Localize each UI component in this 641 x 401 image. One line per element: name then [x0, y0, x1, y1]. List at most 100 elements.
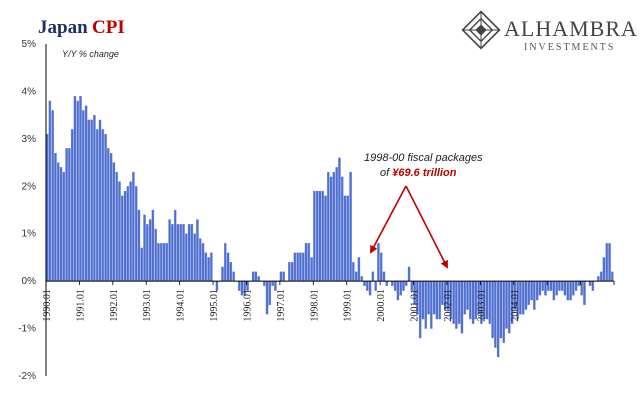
axes — [45, 44, 615, 376]
x-tick-label: 2001.01 — [410, 289, 421, 322]
bar — [182, 224, 185, 282]
bar — [279, 271, 283, 282]
bar — [455, 280, 458, 329]
bar — [296, 252, 299, 282]
bar — [107, 148, 110, 282]
y-tick-label: 1% — [22, 229, 37, 240]
bar — [84, 105, 88, 282]
bar — [290, 262, 294, 282]
bar — [68, 148, 71, 282]
bar — [535, 280, 539, 301]
bar — [198, 238, 202, 282]
bar — [271, 280, 274, 287]
bar — [185, 233, 188, 282]
bar — [407, 266, 411, 282]
bar — [143, 214, 146, 282]
bar — [101, 129, 105, 282]
bar — [396, 280, 400, 301]
bar — [51, 110, 54, 282]
y-tick-label: 2% — [22, 181, 37, 192]
bar — [352, 262, 355, 282]
bar — [457, 280, 461, 324]
bar — [572, 280, 575, 296]
bar — [538, 280, 542, 296]
chart-title: Japan CPI — [38, 17, 125, 38]
bar — [118, 181, 121, 282]
bar — [563, 280, 567, 296]
bar — [533, 280, 536, 310]
bar — [112, 162, 116, 282]
bar — [190, 224, 194, 282]
bar — [221, 266, 224, 282]
bar — [343, 195, 347, 282]
bar — [315, 190, 319, 282]
x-tick-label: 2004.01 — [510, 289, 521, 322]
bar — [544, 280, 547, 296]
bar — [173, 209, 177, 282]
bar — [237, 280, 241, 291]
bar — [129, 181, 132, 282]
bar — [54, 152, 57, 282]
bar — [583, 280, 586, 306]
bar — [405, 280, 408, 287]
bar — [399, 280, 402, 296]
bar — [377, 243, 380, 282]
bar — [82, 110, 85, 282]
bar — [73, 96, 77, 282]
y-axis: -2% -1% 0% 1% 2% 3% 4% 5% — [18, 39, 36, 382]
bar — [137, 209, 141, 282]
bar — [87, 119, 91, 282]
bar — [187, 224, 191, 282]
bar — [327, 171, 330, 282]
bar — [115, 171, 118, 282]
bar — [560, 280, 564, 291]
bar — [70, 129, 74, 282]
bar — [552, 280, 556, 301]
bar — [366, 280, 369, 291]
bar — [435, 280, 439, 320]
bar — [140, 247, 143, 282]
bar — [332, 171, 336, 282]
x-tick-label: 2003.01 — [476, 289, 487, 322]
chart-title-part1: Japan — [38, 17, 88, 38]
annotation-prefix: of — [380, 167, 392, 179]
bar — [360, 276, 363, 282]
annotation-line2: of ¥69.6 trillion — [380, 167, 457, 179]
bar — [597, 276, 600, 282]
logo-sub: INVESTMENTS — [524, 42, 615, 53]
y-tick-label: -2% — [18, 371, 36, 382]
bar — [154, 228, 157, 282]
bar — [471, 280, 475, 324]
x-tick-label: 1999.01 — [343, 289, 354, 322]
bar — [335, 167, 338, 282]
bar — [555, 280, 558, 296]
bar — [79, 96, 82, 282]
bar — [549, 280, 553, 291]
y-tick-label: 3% — [22, 134, 37, 145]
bar — [157, 243, 160, 282]
bar — [226, 252, 230, 282]
bar — [95, 129, 99, 282]
bar — [494, 280, 497, 348]
bar — [168, 219, 171, 282]
y-tick-label: 4% — [22, 86, 37, 97]
diamond-lattice-icon — [461, 10, 501, 50]
bar — [588, 280, 592, 287]
bar — [385, 280, 389, 287]
bar — [293, 252, 297, 282]
bar — [56, 162, 60, 282]
bar — [349, 171, 352, 282]
bar — [132, 171, 135, 282]
bar — [310, 257, 313, 282]
x-tick-label: 2002.01 — [443, 289, 454, 322]
bar — [488, 280, 492, 324]
bar — [466, 280, 469, 310]
logo-name: ALHAMBRA — [504, 16, 638, 41]
y-axis-subtitle: Y/Y % change — [62, 49, 119, 59]
x-axis: 1990.01 1991.01 1992.01 1993.01 1994.01 1995.… — [42, 289, 521, 322]
bar — [505, 280, 508, 329]
x-tick-label: 1990.01 — [42, 289, 53, 322]
bar — [204, 252, 208, 282]
bar — [65, 148, 68, 282]
bar — [393, 280, 397, 291]
